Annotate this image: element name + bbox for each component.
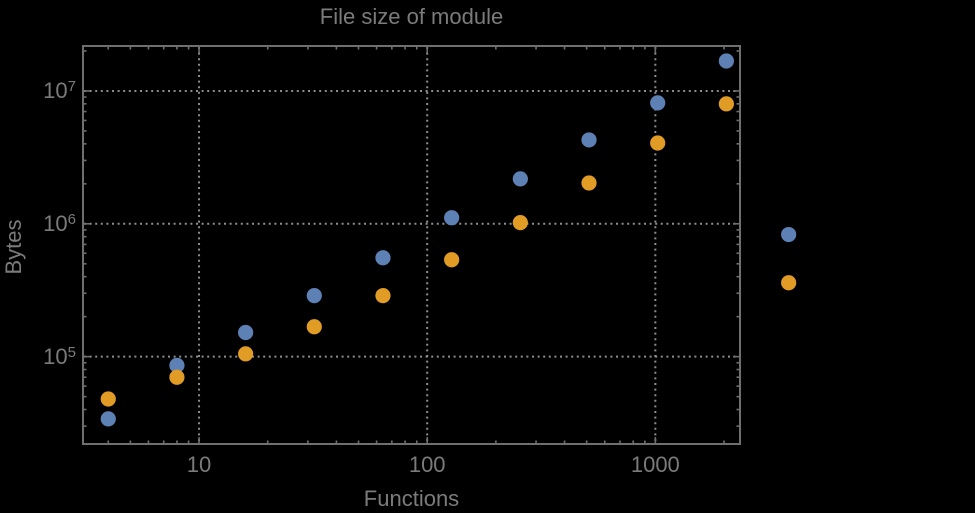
y-tick-label: 107 [43,77,76,103]
data-point-blue [238,324,254,341]
data-point-orange [718,96,734,112]
data-point-orange [306,319,322,335]
data-point-blue [444,210,460,226]
data-point-orange [375,288,391,304]
plot-frame-border [82,45,741,445]
data-point-blue [375,250,391,266]
data-point-orange [169,369,185,385]
data-point-orange [650,135,666,151]
data-point-blue [169,357,185,373]
data-point-blue [650,95,666,111]
x-tick-label: 1000 [630,452,680,477]
data-point-blue [581,132,597,148]
data-point-orange [581,175,597,191]
y-tick-label: 106 [43,210,76,236]
data-point-orange [444,252,460,268]
data-point-blue [781,226,797,243]
data-point-orange [781,275,797,291]
y-tick-label: 105 [43,343,76,369]
x-axis-label: Functions [363,486,460,511]
chart-title: File size of module [319,4,504,29]
data-point-blue [512,171,528,187]
data-point-blue [100,411,116,427]
data-point-orange [238,346,254,362]
data-point-blue [306,288,322,304]
x-tick-label: 100 [408,452,446,477]
x-tick-label: 10 [186,452,212,477]
data-point-orange [512,215,528,231]
data-point-orange [100,391,116,407]
data-point-blue [718,53,734,69]
